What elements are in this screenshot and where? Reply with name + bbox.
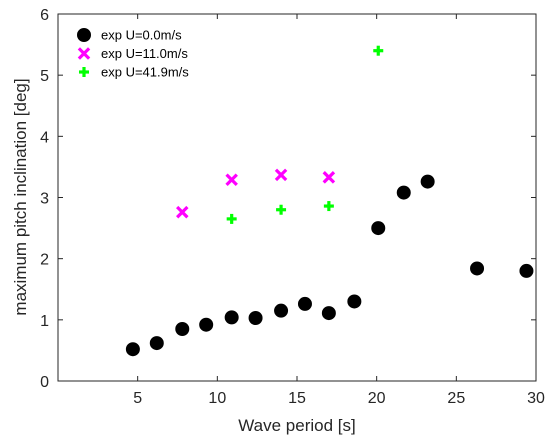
plot-area (57, 13, 537, 382)
y-tick-label: 2 (40, 252, 49, 269)
data-point-circle (199, 317, 214, 332)
data-point-x (225, 173, 238, 187)
data-point-circle (371, 221, 386, 236)
data-point-plus (323, 201, 334, 212)
data-point-x-stroke (176, 205, 189, 219)
x-tick-label: 10 (208, 390, 226, 407)
series-circle (125, 174, 534, 357)
y-axis: 0 1 2 3 4 5 6 (40, 7, 536, 391)
data-point-circle (396, 185, 411, 200)
legend-label: exp U=41.9m/s (101, 65, 189, 80)
data-point-circle (175, 322, 190, 337)
legend-item: exp U=41.9m/s (79, 65, 189, 80)
legend-label: exp U=0.0m/s (101, 28, 182, 43)
legend-item: exp U=0.0m/s (77, 28, 182, 43)
data-point-plus (276, 204, 287, 215)
x-axis-title: Wave period [s] (238, 416, 355, 435)
data-point-x (176, 205, 189, 219)
legend: exp U=0.0m/s exp U=11.0m/s exp U=41.9m/s (77, 28, 189, 80)
data-point-circle (274, 303, 289, 318)
y-tick-label: 6 (40, 7, 49, 24)
data-point-circle (125, 342, 140, 357)
x-tick-label: 30 (527, 390, 545, 407)
data-point-x-stroke (322, 171, 336, 184)
series-x (176, 168, 336, 219)
data-point-x (274, 168, 288, 182)
data-point-plus (226, 213, 237, 224)
data-point-circle (347, 294, 362, 309)
x-axis: 5 10 15 20 25 30 (133, 14, 545, 407)
data-point-x-stroke (274, 168, 288, 182)
x-tick-label: 25 (447, 390, 465, 407)
data-markers (125, 45, 534, 357)
data-point-circle (519, 263, 534, 278)
data-point-plus (373, 45, 384, 56)
legend-label: exp U=11.0m/s (101, 46, 188, 61)
data-point-circle (321, 306, 336, 321)
x-tick-label: 15 (288, 390, 306, 407)
data-point-circle (224, 310, 239, 325)
legend-marker-x-stroke (77, 47, 91, 60)
data-point-circle (149, 336, 164, 351)
legend-marker-plus (79, 67, 89, 77)
data-point-circle (420, 174, 435, 189)
legend-marker-circle (77, 28, 91, 42)
legend-item: exp U=11.0m/s (77, 46, 188, 61)
y-tick-label: 1 (40, 313, 49, 330)
data-point-circle (470, 261, 485, 276)
legend-marker-x (77, 47, 91, 60)
data-point-circle (297, 296, 312, 311)
y-tick-label: 5 (40, 68, 49, 85)
data-point-circle (248, 310, 263, 325)
data-point-x-stroke (225, 173, 238, 187)
y-tick-label: 0 (40, 374, 49, 391)
x-tick-label: 5 (133, 390, 142, 407)
y-tick-label: 4 (40, 129, 49, 146)
y-tick-label: 3 (40, 191, 49, 208)
y-axis-title: maximum pitch inclination [deg] (11, 78, 30, 315)
data-point-x (322, 171, 336, 184)
series-plus (226, 45, 384, 224)
x-tick-label: 20 (368, 390, 386, 407)
